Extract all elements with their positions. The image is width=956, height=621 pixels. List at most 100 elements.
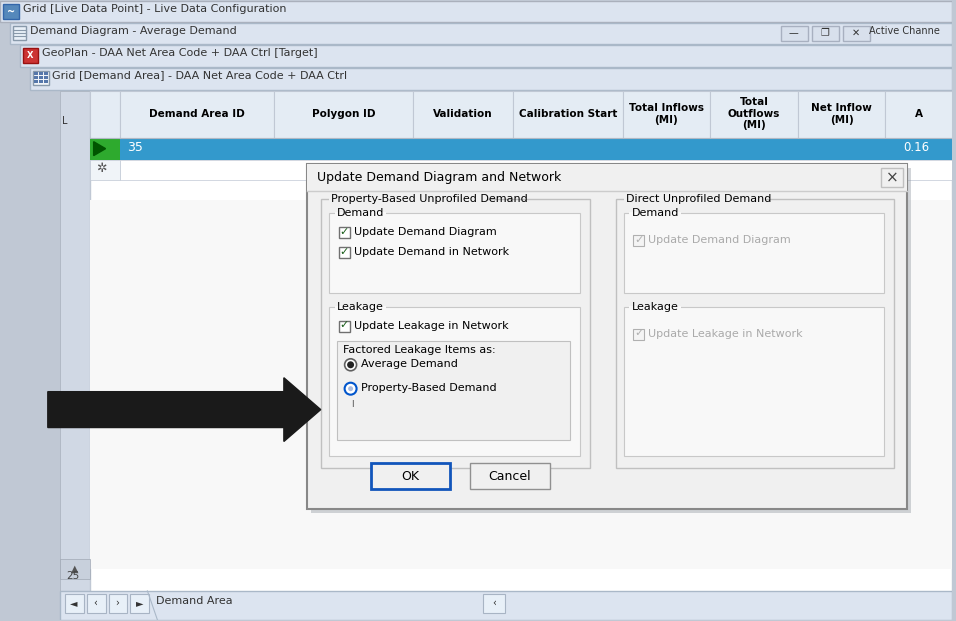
Text: ‹: ‹: [492, 598, 496, 608]
Bar: [90, 138, 120, 160]
Bar: [329, 307, 579, 456]
Bar: [44, 80, 48, 83]
Bar: [781, 26, 808, 41]
Text: Total Inflows
(MI): Total Inflows (MI): [629, 103, 704, 125]
Text: Net Inflow
(MI): Net Inflow (MI): [812, 103, 872, 125]
Bar: [90, 160, 120, 179]
Circle shape: [344, 383, 357, 395]
Text: ►: ►: [136, 598, 143, 608]
Bar: [335, 212, 386, 224]
Bar: [622, 91, 710, 138]
Bar: [307, 163, 907, 509]
Bar: [60, 91, 90, 599]
Text: I: I: [352, 400, 354, 409]
Bar: [623, 199, 765, 211]
Text: ✕: ✕: [852, 28, 859, 38]
Bar: [44, 76, 48, 79]
Text: Update Leakage in Network: Update Leakage in Network: [648, 329, 803, 339]
Bar: [812, 26, 838, 41]
Text: ‹: ‹: [94, 598, 98, 608]
Text: Demand: Demand: [337, 209, 384, 219]
Text: Property-Based Demand: Property-Based Demand: [360, 383, 496, 392]
Text: ›: ›: [116, 598, 120, 608]
Bar: [90, 91, 120, 138]
Text: ✓: ✓: [339, 247, 349, 256]
Bar: [120, 138, 872, 160]
Text: Grid [Live Data Point] - Live Data Configuration: Grid [Live Data Point] - Live Data Confi…: [23, 4, 287, 14]
Bar: [311, 168, 911, 513]
Bar: [30, 68, 952, 90]
Bar: [109, 594, 127, 613]
Text: ✲: ✲: [96, 161, 106, 175]
Text: Demand Area ID: Demand Area ID: [149, 109, 245, 119]
Bar: [39, 72, 43, 75]
Bar: [33, 80, 38, 83]
Bar: [44, 72, 48, 75]
Bar: [120, 91, 274, 138]
Text: Demand: Demand: [632, 209, 679, 219]
Bar: [33, 72, 38, 75]
Bar: [329, 214, 579, 293]
Text: Cancel: Cancel: [489, 470, 532, 483]
Text: ▲: ▲: [71, 564, 78, 574]
Text: Validation: Validation: [433, 109, 493, 119]
Text: Update Demand Diagram: Update Demand Diagram: [648, 235, 792, 245]
Bar: [629, 212, 682, 224]
Text: ✓: ✓: [635, 329, 643, 338]
Circle shape: [348, 386, 353, 391]
Bar: [329, 199, 489, 211]
Bar: [39, 80, 43, 83]
Text: 35: 35: [127, 141, 143, 153]
Text: Update Demand Diagram: Update Demand Diagram: [354, 227, 496, 237]
Bar: [634, 235, 644, 247]
Bar: [20, 45, 952, 67]
Text: Calibration Start: Calibration Start: [518, 109, 617, 119]
Bar: [335, 306, 386, 317]
Bar: [130, 594, 149, 613]
Bar: [274, 91, 413, 138]
Bar: [413, 91, 513, 138]
Bar: [320, 199, 590, 468]
Polygon shape: [94, 142, 105, 156]
Text: ✓: ✓: [635, 235, 643, 245]
Text: Demand Area: Demand Area: [157, 596, 233, 606]
Text: Active Channe: Active Channe: [869, 26, 940, 36]
Bar: [338, 247, 350, 258]
Bar: [90, 91, 952, 599]
Text: OK: OK: [402, 470, 420, 483]
Bar: [23, 48, 38, 63]
Text: Leakage: Leakage: [632, 302, 679, 312]
Text: Polygon ID: Polygon ID: [312, 109, 376, 119]
Bar: [65, 594, 84, 613]
Bar: [885, 91, 952, 138]
Bar: [513, 91, 622, 138]
Text: Factored Leakage Items as:: Factored Leakage Items as:: [342, 345, 495, 355]
Bar: [371, 463, 450, 489]
Text: ✓: ✓: [339, 320, 349, 330]
Circle shape: [347, 361, 354, 368]
Text: Total
Outflows
(MI): Total Outflows (MI): [728, 97, 780, 130]
Text: —: —: [789, 28, 798, 38]
Bar: [616, 199, 895, 468]
Text: Demand Diagram - Average Demand: Demand Diagram - Average Demand: [30, 26, 237, 36]
Text: Property-Based Unprofiled Demand: Property-Based Unprofiled Demand: [331, 194, 528, 204]
Text: X: X: [27, 50, 33, 60]
Bar: [60, 559, 90, 579]
Bar: [307, 163, 907, 191]
Text: L: L: [62, 116, 67, 126]
Text: ~: ~: [7, 7, 15, 17]
Bar: [60, 591, 952, 620]
Bar: [13, 26, 26, 40]
Text: ×: ×: [886, 170, 899, 185]
Text: 25: 25: [67, 571, 80, 581]
Text: Grid [Demand Area] - DAA Net Area Code + DAA Ctrl: Grid [Demand Area] - DAA Net Area Code +…: [52, 70, 347, 80]
Text: Update Leakage in Network: Update Leakage in Network: [354, 321, 509, 331]
Bar: [0, 1, 952, 22]
Bar: [872, 138, 952, 160]
Text: ❐: ❐: [820, 28, 829, 38]
Bar: [120, 160, 952, 179]
Bar: [483, 594, 505, 613]
Bar: [623, 214, 884, 293]
Bar: [842, 26, 870, 41]
Circle shape: [344, 359, 357, 371]
